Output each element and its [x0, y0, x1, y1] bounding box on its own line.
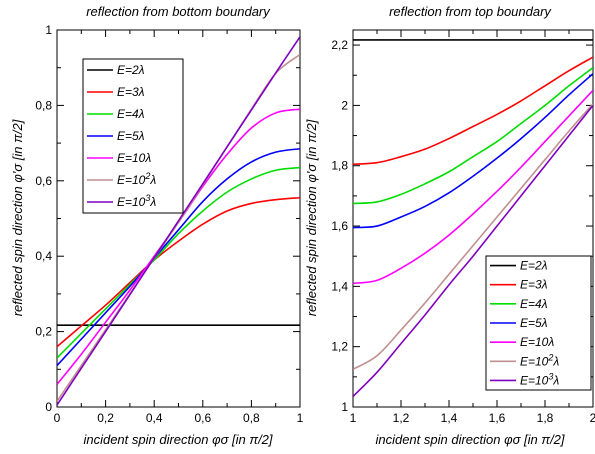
right-legend: E=2λ E=3λ E=4λ E=5λ E=10λ E=102λ E=103λ — [485, 255, 592, 391]
left-x-tick-label: 0,2 — [97, 411, 114, 425]
right-legend-label: E=4λ — [520, 297, 548, 311]
right-plot-area: 1 1,2 1,4 1,6 1,8 211,21,41,61,822,2E=2λE=3λE… — [331, 29, 595, 425]
right-series-line-4 — [353, 89, 593, 285]
left-y-tick-label: 0,6 — [35, 174, 52, 188]
left-series-line-3 — [57, 147, 300, 367]
left-legend-label: E=3λ — [117, 85, 145, 99]
right-series-line-2 — [353, 67, 593, 205]
right-y-tick-label: 1,2 — [331, 340, 348, 354]
right-y-tick-label: 2 — [341, 98, 348, 112]
right-series-line-3 — [353, 73, 593, 229]
left-chart: reflection from bottom boundary 0 0,2 0,4 0… — [10, 4, 304, 447]
left-x-tick-label: 0,4 — [146, 411, 163, 425]
right-x-tick-label: 1,8 — [537, 411, 554, 425]
right-legend-label: E=2λ — [520, 259, 548, 273]
left-y-tick-label: 0 — [45, 400, 52, 414]
right-legend-label: E=10λ — [520, 335, 554, 349]
right-y-tick-label: 1,8 — [331, 159, 348, 173]
right-y-tick-label: 1,4 — [331, 279, 348, 293]
left-legend-label: E=2λ — [117, 63, 145, 77]
left-legend-label: E=4λ — [117, 107, 145, 121]
right-chart-title: reflection from top boundary — [389, 4, 552, 19]
right-series-lines — [353, 39, 593, 398]
right-x-tick-label: 2 — [590, 411, 595, 425]
left-legend-label: E=103λ — [117, 193, 156, 209]
left-y-tick-label: 0,4 — [35, 249, 52, 263]
left-series-line-2 — [57, 166, 300, 359]
right-legend-label: E=3λ — [520, 278, 548, 292]
left-x-tick-label: 0,6 — [194, 411, 211, 425]
left-series-lines — [57, 36, 300, 406]
left-y-tick-label: 0,8 — [35, 98, 52, 112]
right-series-line-6 — [353, 104, 593, 398]
left-chart-title: reflection from bottom boundary — [86, 4, 271, 19]
right-x-tick-label: 1,4 — [441, 411, 458, 425]
right-x-tick-label: 1,2 — [393, 411, 410, 425]
left-series-line-6 — [57, 36, 300, 406]
right-y-tick-label: 1 — [341, 400, 348, 414]
right-y-axis-label: reflected spin direction φ'σ [in π/2] — [304, 119, 319, 316]
right-legend-label: E=5λ — [520, 316, 548, 330]
right-legend-label: E=103λ — [520, 371, 559, 387]
left-legend-label: E=102λ — [117, 171, 156, 187]
left-y-axis-label: reflected spin direction φ'σ [in π/2] — [10, 119, 25, 316]
right-legend-label: E=102λ — [520, 352, 559, 368]
left-x-axis-label: incident spin direction φσ [in π/2] — [83, 432, 272, 447]
left-y-tick-label: 1 — [45, 23, 52, 37]
left-series-line-1 — [57, 196, 300, 348]
right-series-line-5 — [353, 103, 593, 371]
right-y-tick-label: 1,6 — [331, 219, 348, 233]
right-chart: reflection from top boundary 1 1,2 1,4 1,6 1… — [304, 4, 595, 447]
right-series-line-1 — [353, 56, 593, 166]
left-x-tick-label: 1 — [297, 411, 304, 425]
right-x-tick-label: 1,6 — [489, 411, 506, 425]
left-legend-label: E=5λ — [117, 129, 145, 143]
left-legend: E=2λ E=3λ E=4λ E=5λ E=10λ E=102λ E=103λ — [82, 58, 184, 214]
right-x-tick-label: 1 — [350, 411, 357, 425]
left-x-tick-label: 0 — [54, 411, 61, 425]
right-x-axis-label: incident spin direction φσ [in π/2] — [375, 432, 564, 447]
left-legend-label: E=10λ — [117, 151, 151, 165]
right-y-tick-label: 2,2 — [331, 38, 348, 52]
left-y-tick-label: 0,2 — [35, 325, 52, 339]
left-x-tick-label: 0,8 — [243, 411, 260, 425]
left-plot-area: 0 0,2 0,4 0,6 0,8 1 0 0,2 0,4 0,6 0,8 1 E=2λ E=3λ E=4λ… — [35, 23, 303, 425]
